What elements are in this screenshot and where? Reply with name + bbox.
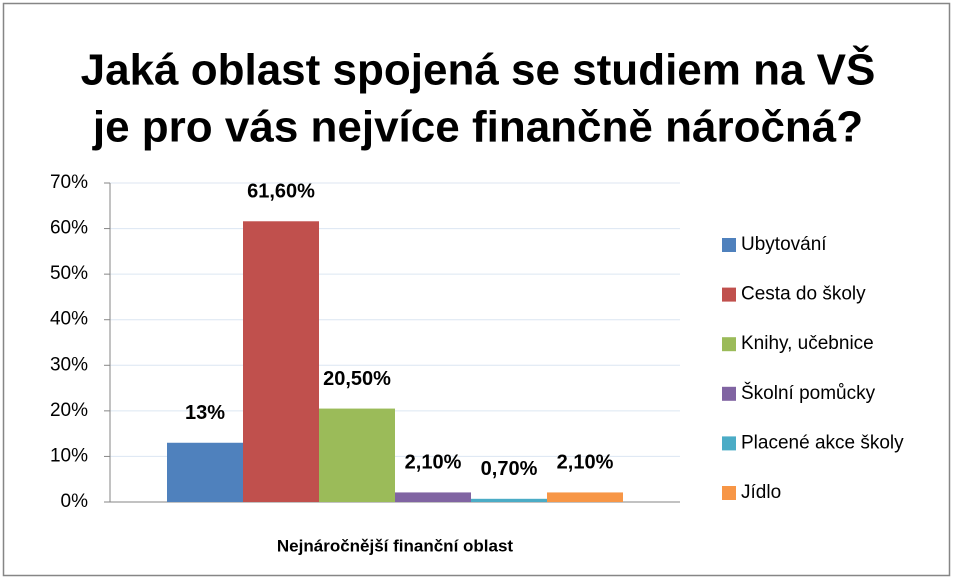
y-tick-label: 50%: [50, 263, 88, 284]
y-tick-label: 0%: [61, 491, 89, 512]
legend-label: Cesta do školy: [741, 284, 866, 305]
chart-title: je pro vás nejvíce finančně náročná?: [92, 103, 863, 152]
legend-label: Placené akce školy: [741, 432, 904, 453]
legend-swatch: [722, 287, 736, 302]
data-label: 0,70%: [481, 458, 538, 480]
y-tick-label: 30%: [50, 354, 88, 375]
legend-swatch: [722, 386, 736, 401]
y-tick-label: 10%: [50, 445, 88, 466]
bar: [243, 221, 319, 502]
legend-label: Ubytování: [741, 234, 827, 255]
bar: [395, 492, 471, 502]
data-label: 13%: [185, 402, 225, 424]
y-tick-label: 70%: [50, 172, 88, 193]
data-label: 20,50%: [323, 368, 391, 390]
legend-swatch: [722, 238, 736, 252]
data-label: 61,60%: [247, 181, 315, 203]
legend-label: Školní pomůcky: [741, 382, 876, 404]
legend-swatch: [722, 486, 736, 500]
legend-swatch: [722, 337, 736, 352]
chart-title: Jaká oblast spojená se studiem na VŠ: [81, 44, 876, 95]
y-tick-label: 40%: [50, 309, 88, 330]
legend-label: Knihy, učebnice: [741, 333, 874, 354]
y-tick-label: 20%: [50, 400, 88, 421]
legend-swatch: [722, 436, 736, 451]
bar: [319, 408, 395, 502]
data-label: 2,10%: [405, 452, 462, 474]
bar: [547, 492, 623, 502]
legend-label: Jídlo: [741, 482, 781, 503]
bar: [471, 498, 547, 502]
x-tick-label: Nejnáročnější finanční oblast: [277, 536, 514, 555]
bar: [167, 442, 243, 502]
data-label: 2,10%: [557, 452, 614, 474]
y-tick-label: 60%: [50, 218, 88, 239]
